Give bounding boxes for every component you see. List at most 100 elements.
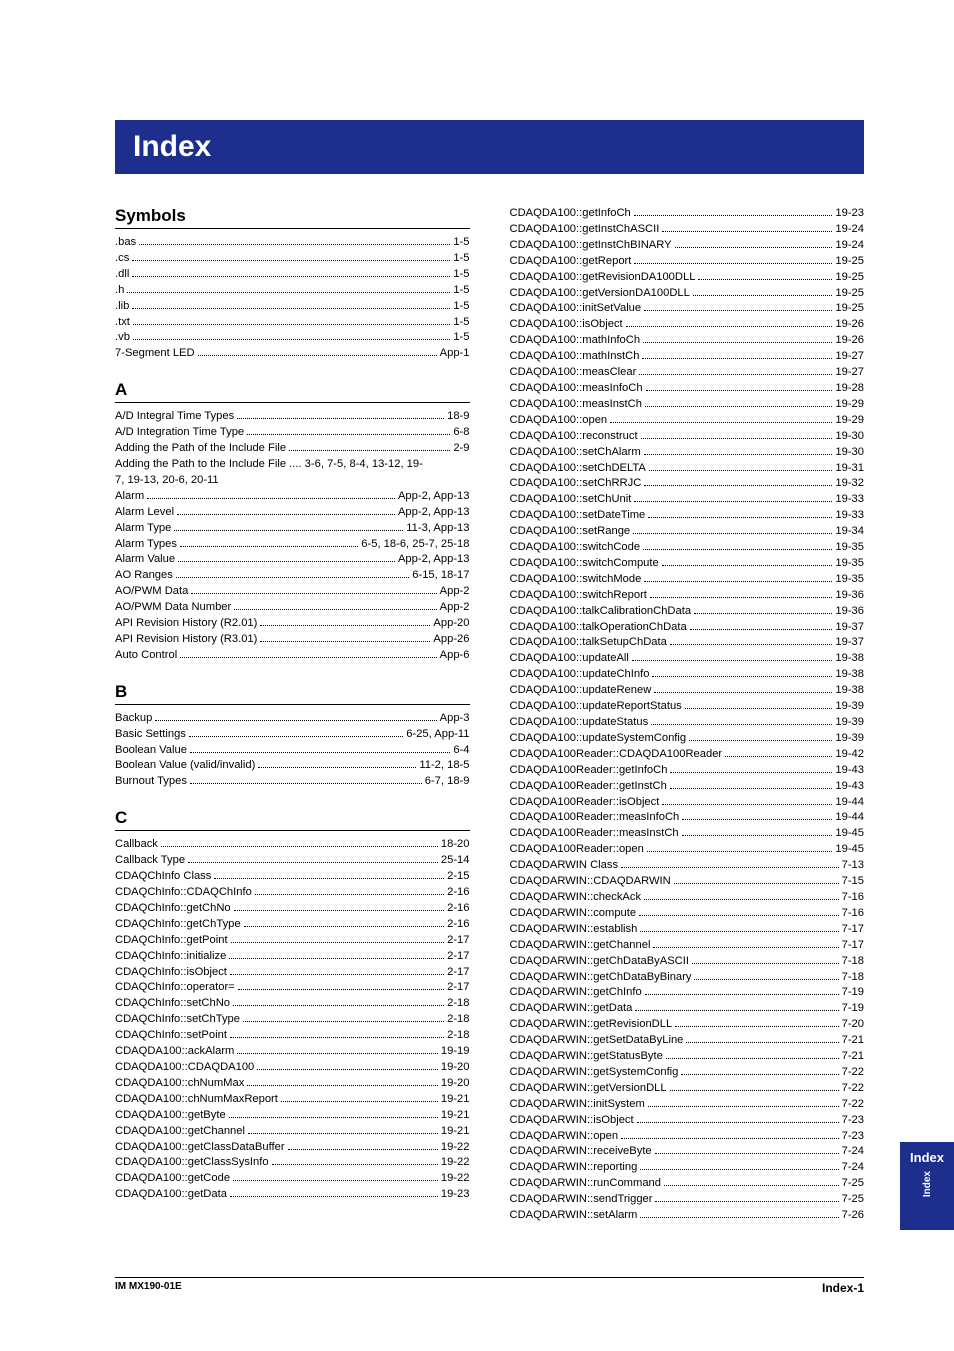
index-entry-label: CDAQDA100::CDAQDA100	[115, 1060, 254, 1076]
leader-dots	[655, 1147, 839, 1155]
index-entry-page: 2-17	[447, 949, 469, 965]
index-entry-page: 19-44	[835, 795, 864, 811]
index-entry-page: 7-25	[842, 1192, 864, 1208]
index-entry-page: 25-14	[441, 853, 470, 869]
index-entry-label: CDAQDA100Reader::measInstCh	[510, 826, 679, 842]
leader-dots	[198, 349, 437, 357]
leader-dots	[214, 871, 444, 879]
leader-dots	[234, 903, 444, 911]
index-entry: CDAQDARWIN::getChInfo7-19	[510, 985, 865, 1001]
index-entry-label: CDAQDA100::updateRenew	[510, 683, 652, 699]
index-entry-page: 19-25	[835, 286, 864, 302]
index-entry-page: 7-24	[842, 1144, 864, 1160]
index-entry-page: 7-16	[842, 890, 864, 906]
index-entry: CDAQChInfo Class2-15	[115, 869, 470, 885]
index-entry-label: CDAQDA100::getInstChBINARY	[510, 238, 672, 254]
leader-dots	[653, 940, 838, 948]
section-heading: C	[115, 808, 470, 831]
index-entry: CDAQChInfo::initialize2-17	[115, 949, 470, 965]
index-entry-label: CDAQDA100Reader::measInfoCh	[510, 810, 680, 826]
index-entry-page: App-1	[440, 346, 470, 362]
footer: IM MX190-01E Index-1	[115, 1277, 864, 1295]
leader-dots	[188, 855, 438, 863]
index-entry-page: 1-5	[453, 283, 469, 299]
leader-dots	[610, 415, 832, 423]
leader-dots	[230, 1189, 438, 1197]
index-entry-label: API Revision History (R2.01)	[115, 616, 257, 632]
leader-dots	[260, 634, 430, 642]
leader-dots	[674, 876, 839, 884]
index-entry-label: CDAQDA100::updateStatus	[510, 715, 649, 731]
index-entry-label: 7-Segment LED	[115, 346, 195, 362]
index-entry-page: 19-39	[835, 715, 864, 731]
index-entry-label: Boolean Value	[115, 743, 187, 759]
index-entry-page: 11-2, 18-5	[419, 758, 469, 774]
footer-left: IM MX190-01E	[115, 1281, 182, 1295]
index-entry: CDAQChInfo::isObject2-17	[115, 965, 470, 981]
section-heading: A	[115, 380, 470, 403]
index-entry-page: 19-21	[441, 1108, 470, 1124]
leader-dots	[652, 669, 832, 677]
index-entry-page: 1-5	[453, 267, 469, 283]
index-entry-page: 7-26	[842, 1208, 864, 1224]
side-tab: Index Index	[900, 1142, 954, 1230]
leader-dots	[694, 606, 832, 614]
leader-dots	[664, 1178, 839, 1186]
index-entry-label: CDAQDA100::mathInfoCh	[510, 333, 641, 349]
index-entry-page: 7-23	[842, 1129, 864, 1145]
index-entry-label: CDAQDA100::getRevisionDA100DLL	[510, 270, 696, 286]
leader-dots	[635, 1003, 838, 1011]
leader-dots	[632, 654, 832, 662]
right-column: CDAQDA100::getInfoCh19-23CDAQDA100::getI…	[510, 206, 865, 1224]
index-entry-label: CDAQDA100::updateSystemConfig	[510, 731, 687, 747]
leader-dots	[675, 1019, 838, 1027]
index-entry-label: CDAQDA100::initSetValue	[510, 301, 642, 317]
leader-dots	[621, 1131, 839, 1139]
index-entry: CDAQDA100::getReport19-25	[510, 254, 865, 270]
leader-dots	[289, 443, 450, 451]
index-entry-page: 19-37	[835, 620, 864, 636]
index-entry-page: 19-38	[835, 683, 864, 699]
index-entry-page: 2-15	[447, 869, 469, 885]
leader-dots	[180, 539, 358, 547]
leader-dots	[174, 523, 403, 531]
index-entry-label: CDAQDA100::measClear	[510, 365, 637, 381]
leader-dots	[644, 892, 839, 900]
leader-dots	[693, 288, 833, 296]
index-entry: CDAQDA100::getClassDataBuffer19-22	[115, 1140, 470, 1156]
index-entry: CDAQDA100::initSetValue19-25	[510, 301, 865, 317]
leader-dots	[670, 638, 833, 646]
index-entry-page: 7-20	[842, 1017, 864, 1033]
index-entry-page: 2-17	[447, 980, 469, 996]
index-entry: CDAQDARWIN::isObject7-23	[510, 1113, 865, 1129]
index-entry: CDAQDARWIN::getChannel7-17	[510, 938, 865, 954]
index-entry-label: AO Ranges	[115, 568, 173, 584]
index-entry: CDAQDARWIN::getSystemConfig7-22	[510, 1065, 865, 1081]
leader-dots	[643, 542, 832, 550]
index-entry: CDAQDA100::getInstChASCII19-24	[510, 222, 865, 238]
index-entry-page: 1-5	[453, 299, 469, 315]
index-entry-label: CDAQDA100::setChUnit	[510, 492, 632, 508]
index-entry: CDAQDA100::talkSetupChData19-37	[510, 635, 865, 651]
index-entry-page: App-2, App-13	[398, 505, 470, 521]
index-entry-page: 19-31	[835, 461, 864, 477]
index-entry: Alarm ValueApp-2, App-13	[115, 552, 470, 568]
leader-dots	[640, 924, 838, 932]
index-entry: AlarmApp-2, App-13	[115, 489, 470, 505]
index-entry-label: CDAQDA100Reader::open	[510, 842, 644, 858]
index-entry-page: 7-22	[842, 1097, 864, 1113]
index-entry: .vb1-5	[115, 330, 470, 346]
leader-dots	[670, 781, 833, 789]
page-title: Index	[115, 120, 864, 174]
index-entry-page: 7-21	[842, 1049, 864, 1065]
index-entry-label: CDAQDA100Reader::CDAQDA100Reader	[510, 747, 723, 763]
index-entry-page: 19-28	[835, 381, 864, 397]
index-entry-page: 19-39	[835, 699, 864, 715]
leader-dots	[288, 1142, 438, 1150]
leader-dots	[281, 1094, 438, 1102]
index-entry-page: 2-18	[447, 1028, 469, 1044]
index-entry: API Revision History (R2.01)App-20	[115, 616, 470, 632]
index-entry-page: 2-9	[453, 441, 469, 457]
index-entry-label: CDAQDA100::chNumMax	[115, 1076, 244, 1092]
index-entry-label: CDAQDARWIN::setAlarm	[510, 1208, 638, 1224]
